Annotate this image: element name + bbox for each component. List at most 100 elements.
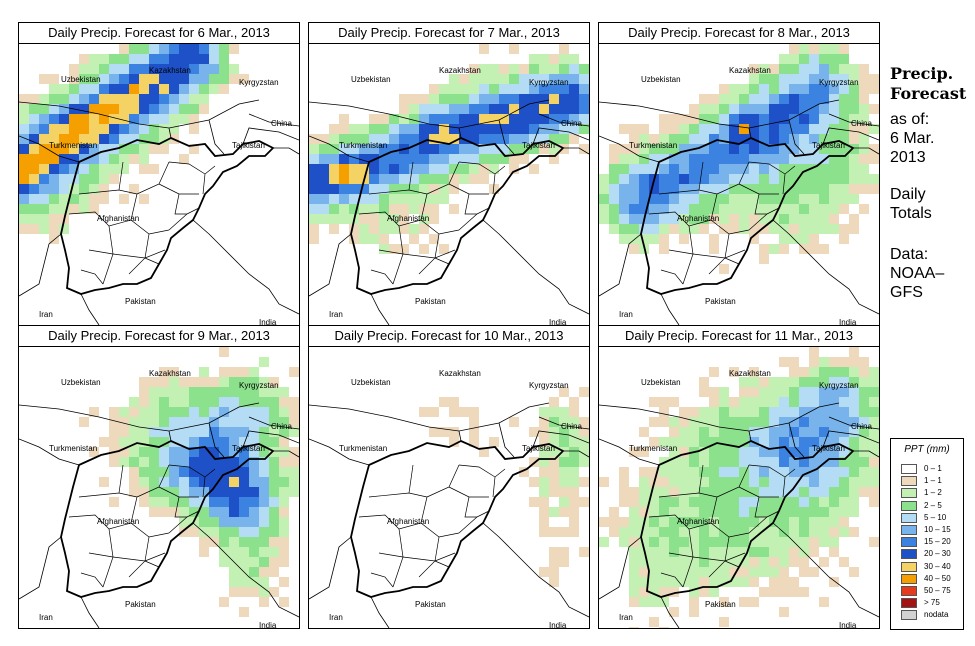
precip-cell xyxy=(469,164,479,174)
precip-cell xyxy=(559,124,569,134)
precip-cell xyxy=(659,124,669,134)
precip-cell xyxy=(739,164,749,174)
precip-cell xyxy=(719,537,729,547)
precip-cell xyxy=(669,567,679,577)
precip-cell xyxy=(679,527,689,537)
precip-cell xyxy=(469,427,479,437)
precip-cell xyxy=(659,194,669,204)
precip-cell xyxy=(409,134,419,144)
precip-cell xyxy=(549,547,559,557)
precip-cell xyxy=(779,437,789,447)
precip-cell xyxy=(159,144,169,154)
precip-cell xyxy=(809,144,819,154)
precip-cell xyxy=(129,54,139,64)
precip-cell xyxy=(459,74,469,84)
precip-cell xyxy=(559,387,569,397)
precip-cell xyxy=(719,507,729,517)
precip-cell xyxy=(189,447,199,457)
precip-cell xyxy=(29,184,39,194)
precip-cell xyxy=(259,427,269,437)
precip-cell xyxy=(829,224,839,234)
precip-cell xyxy=(369,224,379,234)
precip-cell xyxy=(679,194,689,204)
precip-cell xyxy=(809,134,819,144)
precip-cell xyxy=(669,527,679,537)
precip-cell xyxy=(239,397,249,407)
precip-cell xyxy=(739,427,749,437)
precip-cell xyxy=(729,517,739,527)
precip-cell xyxy=(269,557,279,567)
precip-cell xyxy=(479,144,489,154)
precip-cell xyxy=(219,377,229,387)
precip-cell xyxy=(249,467,259,477)
precip-cell xyxy=(549,64,559,74)
precip-cell xyxy=(259,577,269,587)
precip-cell xyxy=(119,164,129,174)
precip-cell xyxy=(829,184,839,194)
precip-cell xyxy=(849,357,859,367)
precip-cell xyxy=(669,154,679,164)
precip-cell xyxy=(849,387,859,397)
precip-cell xyxy=(729,114,739,124)
precip-cell xyxy=(39,144,49,154)
precip-cell xyxy=(729,567,739,577)
precip-cell xyxy=(769,164,779,174)
precip-cell xyxy=(729,194,739,204)
precip-cell xyxy=(779,74,789,84)
precip-cell xyxy=(849,467,859,477)
precip-cell xyxy=(359,144,369,154)
country-label-kazakhstan: Kazakhstan xyxy=(729,369,771,378)
precip-cell xyxy=(99,194,109,204)
precip-cell xyxy=(559,94,569,104)
precip-cell xyxy=(819,124,829,134)
precip-cell xyxy=(839,497,849,507)
precip-cell xyxy=(759,134,769,144)
precip-cell xyxy=(69,184,79,194)
precip-cell xyxy=(479,84,489,94)
precip-cell xyxy=(679,547,689,557)
data-source-label: Data: xyxy=(890,246,929,263)
precip-cell xyxy=(819,377,829,387)
precip-cell xyxy=(829,417,839,427)
precip-cell xyxy=(469,407,479,417)
precip-cell xyxy=(559,497,569,507)
precip-cell xyxy=(539,447,549,457)
precip-cell xyxy=(839,427,849,437)
panel-title: Daily Precip. Forecast for 10 Mar., 2013 xyxy=(309,326,589,347)
precip-cell xyxy=(759,507,769,517)
precip-cell xyxy=(689,557,699,567)
precip-cell xyxy=(259,517,269,527)
precip-cell xyxy=(689,587,699,597)
precip-cell xyxy=(629,587,639,597)
precip-cell xyxy=(189,104,199,114)
precip-cell xyxy=(649,517,659,527)
precip-cell xyxy=(349,124,359,134)
precip-cell xyxy=(659,437,669,447)
precip-cell xyxy=(749,527,759,537)
precip-cell xyxy=(739,377,749,387)
precip-cell xyxy=(699,94,709,104)
precip-cell xyxy=(569,467,579,477)
precip-cell xyxy=(549,144,559,154)
precip-cell xyxy=(559,467,569,477)
precip-cell xyxy=(579,114,589,124)
precip-cell xyxy=(389,214,399,224)
precip-cell xyxy=(629,224,639,234)
precip-cell xyxy=(679,154,689,164)
precip-cell xyxy=(609,194,619,204)
precip-cell xyxy=(629,497,639,507)
precip-cell xyxy=(739,577,749,587)
precip-cell xyxy=(809,457,819,467)
precip-cell xyxy=(189,407,199,417)
precip-cell xyxy=(799,447,809,457)
precip-cell xyxy=(849,447,859,457)
precip-cell xyxy=(789,357,799,367)
precip-cell xyxy=(569,94,579,104)
precip-cell xyxy=(709,397,719,407)
precip-cell xyxy=(349,144,359,154)
precip-cell xyxy=(709,457,719,467)
precip-cell xyxy=(139,74,149,84)
precip-cell xyxy=(159,507,169,517)
precip-cell xyxy=(119,447,129,457)
precip-cell xyxy=(439,164,449,174)
